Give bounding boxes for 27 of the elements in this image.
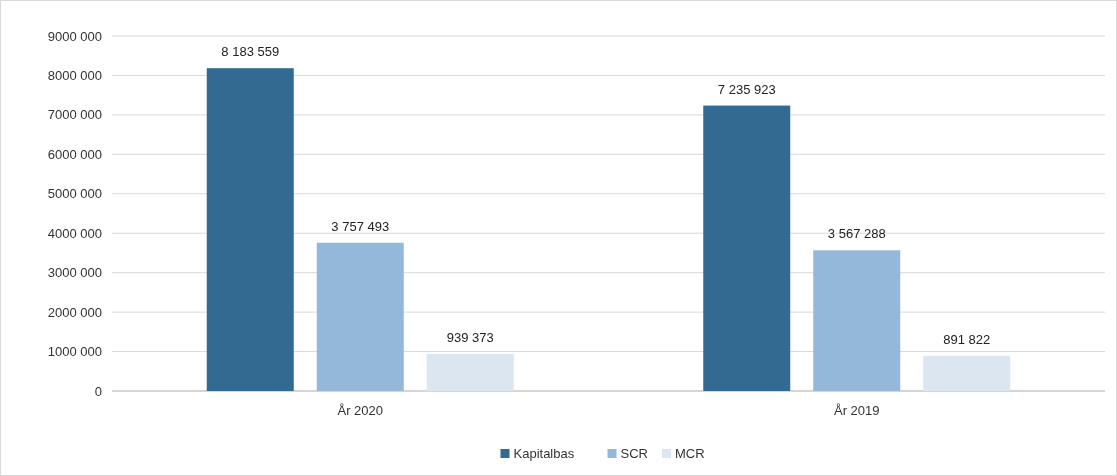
x-tick-label: År 2020 bbox=[337, 403, 384, 418]
data-label: 3 567 288 bbox=[827, 226, 886, 242]
y-tick-label: 7000 000 bbox=[47, 107, 102, 123]
data-label: 7 235 923 bbox=[717, 81, 776, 97]
legend-label: MCR bbox=[675, 446, 705, 462]
bar bbox=[426, 353, 514, 391]
y-tick-label: 2000 000 bbox=[47, 304, 102, 320]
bar bbox=[923, 355, 1011, 391]
bar bbox=[206, 68, 294, 391]
y-tick-label: 9000 000 bbox=[47, 28, 102, 44]
data-label: 939 373 bbox=[446, 329, 494, 345]
y-tick-label: 3000 000 bbox=[47, 265, 102, 281]
bar bbox=[703, 105, 791, 391]
legend-label: SCR bbox=[620, 446, 648, 462]
y-tick-label: 1000 000 bbox=[47, 344, 102, 360]
data-label: 891 822 bbox=[943, 331, 991, 347]
y-tick-label: 5000 000 bbox=[47, 186, 102, 202]
data-label: 8 183 559 bbox=[221, 44, 280, 60]
data-label: 3 757 493 bbox=[331, 218, 390, 234]
y-tick-label: 6000 000 bbox=[47, 146, 102, 162]
legend-label: Kapitalbas bbox=[513, 446, 575, 462]
y-tick-label: 8000 000 bbox=[47, 67, 102, 83]
x-tick-label: År 2019 bbox=[833, 403, 880, 418]
y-tick-label: 4000 000 bbox=[47, 225, 102, 241]
bar bbox=[813, 250, 901, 391]
y-tick-label: 0 bbox=[94, 383, 102, 399]
bar bbox=[316, 242, 404, 391]
